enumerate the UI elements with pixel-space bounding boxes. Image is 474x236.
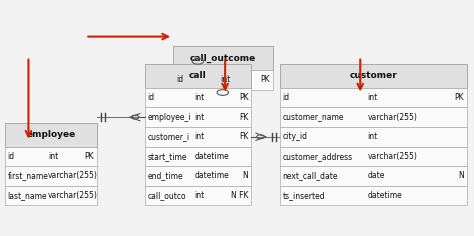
Text: PK: PK xyxy=(260,75,270,84)
Text: customer_name: customer_name xyxy=(283,113,344,122)
Text: customer_i: customer_i xyxy=(147,132,190,141)
Text: start_time: start_time xyxy=(147,152,187,161)
Bar xyxy=(5,123,97,147)
Text: int: int xyxy=(195,132,205,141)
Bar xyxy=(5,166,97,186)
Bar xyxy=(145,64,251,88)
Text: PK: PK xyxy=(455,93,464,102)
Bar xyxy=(173,46,273,70)
Text: next_call_date: next_call_date xyxy=(283,171,338,181)
Text: first_name: first_name xyxy=(8,171,48,181)
Bar xyxy=(280,147,467,166)
Bar xyxy=(5,186,97,205)
Bar xyxy=(145,166,251,186)
Text: id: id xyxy=(147,93,155,102)
Text: ts_inserted: ts_inserted xyxy=(283,191,325,200)
Bar xyxy=(5,147,97,166)
Bar xyxy=(280,186,467,205)
Bar xyxy=(145,107,251,127)
Text: employee_i: employee_i xyxy=(147,113,191,122)
Text: date: date xyxy=(368,171,385,181)
Text: varchar(255): varchar(255) xyxy=(368,113,418,122)
Text: int: int xyxy=(195,113,205,122)
Bar xyxy=(280,107,467,127)
Text: N: N xyxy=(243,171,248,181)
Text: N: N xyxy=(458,171,464,181)
Text: end_time: end_time xyxy=(147,171,183,181)
Text: int: int xyxy=(48,152,58,161)
Text: employee: employee xyxy=(27,130,75,139)
Text: int: int xyxy=(195,93,205,102)
Bar xyxy=(173,70,273,90)
Text: id: id xyxy=(8,152,15,161)
Bar xyxy=(145,88,251,107)
Text: customer: customer xyxy=(349,72,397,80)
Text: FK: FK xyxy=(239,132,248,141)
Text: call_outco: call_outco xyxy=(147,191,186,200)
Bar xyxy=(145,127,251,147)
Text: id: id xyxy=(176,75,183,84)
Bar xyxy=(280,88,467,107)
Text: PK: PK xyxy=(239,93,248,102)
Text: int: int xyxy=(368,93,378,102)
Text: int: int xyxy=(220,75,230,84)
Bar xyxy=(145,186,251,205)
Bar xyxy=(280,127,467,147)
Bar xyxy=(145,147,251,166)
Text: call_outcome: call_outcome xyxy=(190,54,256,63)
Text: N FK: N FK xyxy=(231,191,248,200)
Text: int: int xyxy=(368,132,378,141)
Text: call: call xyxy=(189,72,207,80)
Text: varchar(255): varchar(255) xyxy=(368,152,418,161)
Bar xyxy=(280,64,467,88)
Text: varchar(255): varchar(255) xyxy=(48,171,98,181)
Text: id: id xyxy=(283,93,290,102)
Bar xyxy=(280,166,467,186)
Text: datetime: datetime xyxy=(368,191,402,200)
Text: datetime: datetime xyxy=(195,152,229,161)
Text: customer_address: customer_address xyxy=(283,152,353,161)
Text: last_name: last_name xyxy=(8,191,47,200)
Text: city_id: city_id xyxy=(283,132,308,141)
Text: PK: PK xyxy=(85,152,94,161)
Text: varchar(255): varchar(255) xyxy=(48,191,98,200)
Text: datetime: datetime xyxy=(195,171,229,181)
Text: FK: FK xyxy=(239,113,248,122)
Text: int: int xyxy=(195,191,205,200)
